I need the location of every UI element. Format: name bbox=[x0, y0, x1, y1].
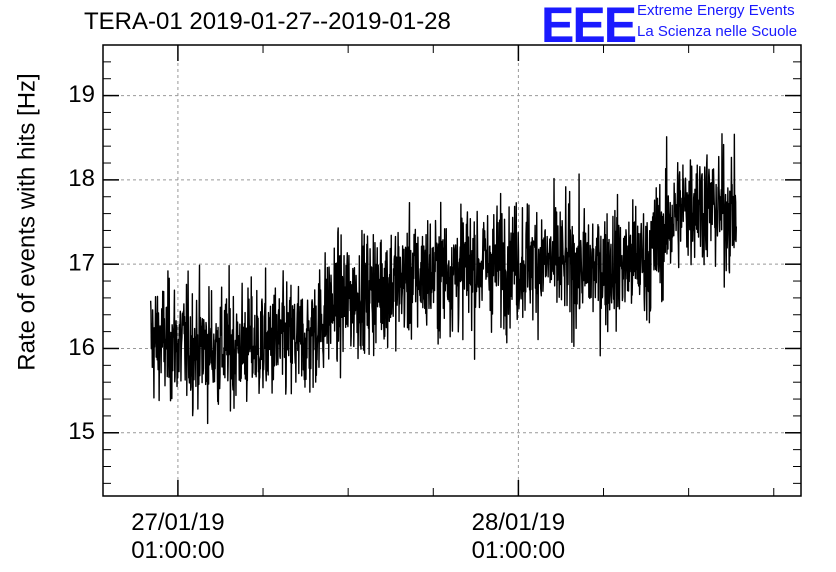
x-tick-label-date: 27/01/19 bbox=[131, 509, 224, 536]
series-layer bbox=[149, 133, 738, 425]
y-tick-label: 15 bbox=[68, 418, 95, 445]
org-name-line1: Extreme Energy Events bbox=[637, 2, 795, 19]
y-tick-label: 19 bbox=[68, 81, 95, 108]
axis-ticks bbox=[103, 44, 801, 496]
y-tick-label: 18 bbox=[68, 165, 95, 192]
y-axis-title: Rate of events with hits [Hz] bbox=[13, 73, 40, 370]
eee-logo: EEE bbox=[541, 0, 637, 53]
x-tick-label-time: 01:00:00 bbox=[131, 537, 224, 564]
chart-title: TERA-01 2019-01-27--2019-01-28 bbox=[84, 8, 451, 35]
rate-series-line bbox=[149, 133, 738, 425]
x-tick-label-time: 01:00:00 bbox=[472, 537, 565, 564]
y-tick-label: 17 bbox=[68, 250, 95, 277]
y-tick-label: 16 bbox=[68, 334, 95, 361]
org-name-line2: La Scienza nelle Scuole bbox=[637, 23, 798, 40]
x-tick-label-date: 28/01/19 bbox=[472, 509, 565, 536]
y-tick-labels: 15 16 17 18 19 bbox=[68, 81, 95, 445]
plot-frame bbox=[102, 44, 802, 497]
